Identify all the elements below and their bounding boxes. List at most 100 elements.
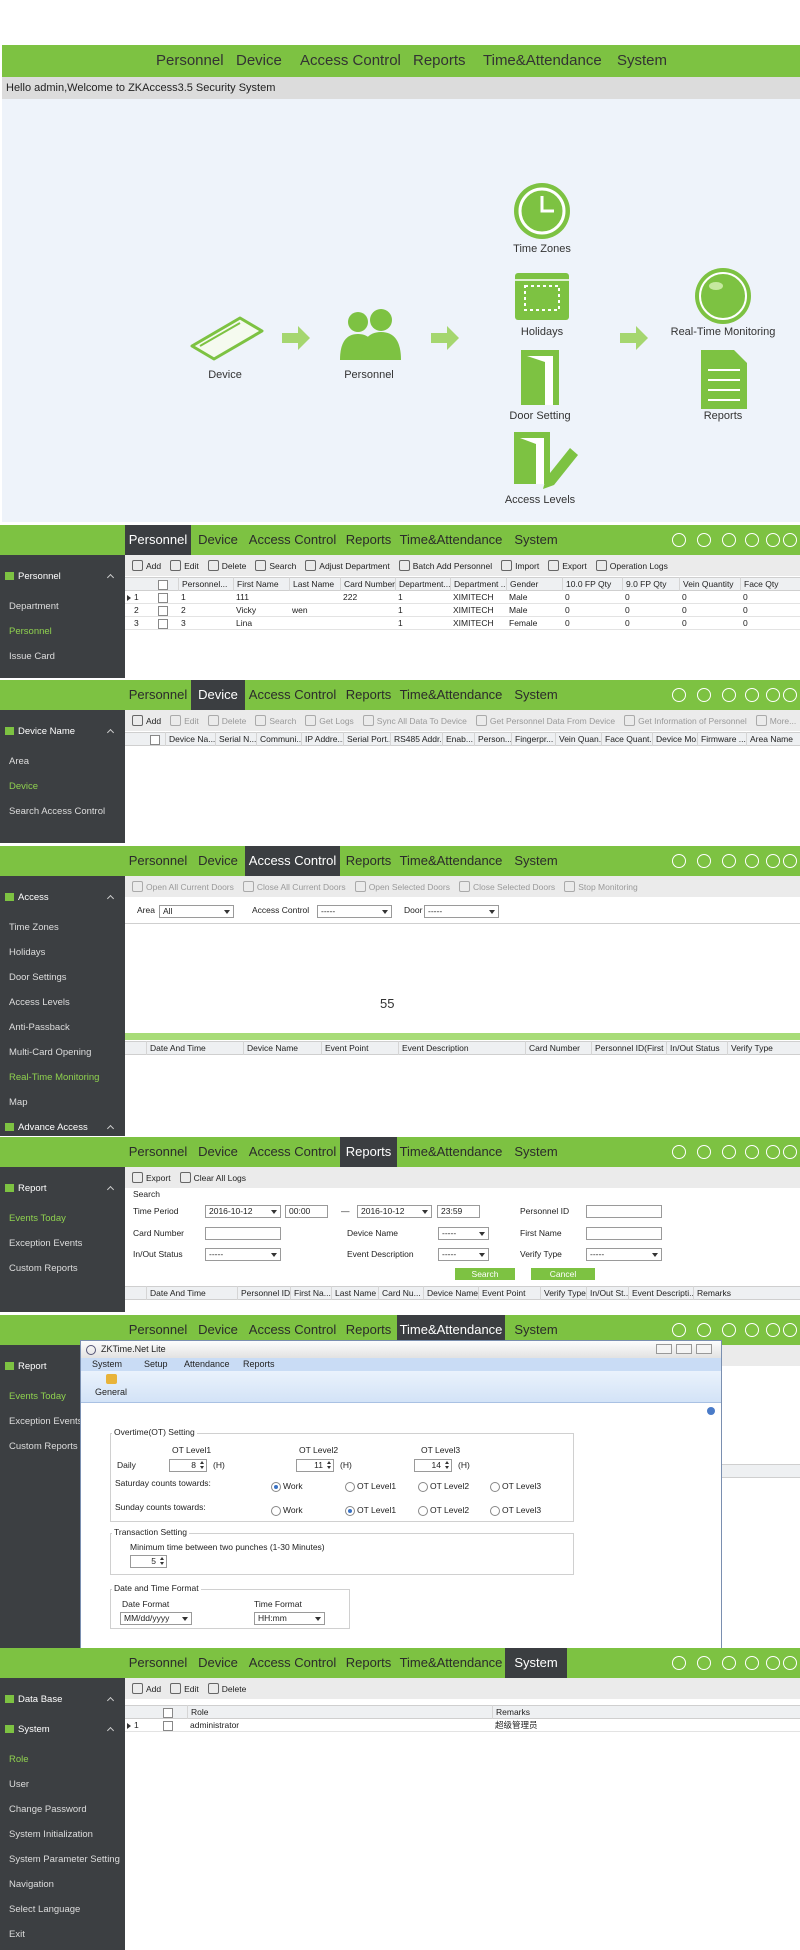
column-header[interactable]: 9.0 FP Qty xyxy=(622,577,679,591)
toolbar-button[interactable]: Search xyxy=(255,715,296,726)
spinner[interactable]: 5 xyxy=(130,1555,167,1568)
nav-tab[interactable]: Reports xyxy=(340,1137,397,1167)
window-icon[interactable] xyxy=(672,1323,686,1337)
column-header[interactable]: Person... xyxy=(474,732,511,746)
window-icon[interactable] xyxy=(766,1323,780,1337)
sidebar-item[interactable]: Select Language xyxy=(9,1904,81,1915)
table-row[interactable] xyxy=(125,617,800,630)
nav-tab[interactable]: Device xyxy=(198,1144,238,1159)
menu-item[interactable]: Setup xyxy=(144,1359,168,1369)
nav-tab[interactable]: Personnel xyxy=(128,1144,188,1159)
checkbox[interactable] xyxy=(163,1721,173,1731)
column-header[interactable]: Card Number xyxy=(525,1041,591,1055)
window-icon[interactable] xyxy=(783,854,797,868)
radio-button[interactable] xyxy=(345,1506,355,1516)
toolbar-label[interactable]: Import xyxy=(515,560,540,571)
toolbar-button[interactable]: Close All Current Doors xyxy=(242,881,346,892)
sidebar-item[interactable]: Role xyxy=(9,1754,29,1765)
sidebar-item[interactable]: Multi-Card Opening xyxy=(9,1047,92,1058)
nav-tab[interactable]: Personnel xyxy=(125,525,191,555)
window-icon[interactable] xyxy=(697,1323,711,1337)
toolbar-button[interactable]: Adjust Department xyxy=(305,560,390,571)
nav-tab[interactable]: Time&Attendance xyxy=(399,532,503,547)
column-header[interactable]: Role xyxy=(187,1705,492,1719)
filter-select[interactable]: All xyxy=(159,905,234,918)
nav-tab[interactable]: Time&Attendance xyxy=(399,1144,503,1159)
toolbar-button[interactable]: Close Selected Doors xyxy=(458,881,555,892)
nav-tab[interactable]: Reports xyxy=(345,853,392,868)
toolbar-label[interactable]: Open Selected Doors xyxy=(368,881,450,892)
toolbar-label[interactable]: Export xyxy=(562,560,587,571)
toolbar-label[interactable]: Delete xyxy=(221,1683,247,1694)
checkbox[interactable] xyxy=(158,606,168,616)
sidebar-item[interactable]: Search Access Control xyxy=(9,806,106,817)
column-header[interactable]: Device Na... xyxy=(165,732,215,746)
toolbar-button[interactable]: Add xyxy=(132,1683,161,1694)
column-header[interactable]: Last Name xyxy=(331,1286,378,1300)
window-button[interactable] xyxy=(696,1344,712,1354)
nav-tab[interactable]: Access Control xyxy=(245,846,340,876)
toolbar-button[interactable]: Edit xyxy=(170,1683,199,1694)
column-header[interactable]: Device Name xyxy=(423,1286,478,1300)
window-icon[interactable] xyxy=(783,1323,797,1337)
form-input[interactable]: ----- xyxy=(205,1248,281,1261)
nav-tab[interactable]: System xyxy=(514,1144,558,1159)
column-header[interactable]: Gender xyxy=(506,577,562,591)
nav-tab[interactable]: Personnel xyxy=(128,1322,188,1337)
filter-select[interactable]: ----- xyxy=(317,905,392,918)
window-icon[interactable] xyxy=(745,854,759,868)
nav-tab[interactable]: Time&Attendance xyxy=(399,853,503,868)
nav-tab[interactable]: Time&Attendance xyxy=(399,687,503,702)
nav-tab[interactable]: Reports xyxy=(413,52,466,69)
time-input[interactable]: 23:59 xyxy=(437,1205,480,1218)
toolbar-label[interactable]: Search xyxy=(269,560,297,571)
sidebar-item[interactable]: Custom Reports xyxy=(9,1263,78,1274)
toolbar-label[interactable]: Delete xyxy=(221,560,247,571)
column-header[interactable]: Serial Port... xyxy=(343,732,390,746)
column-header[interactable]: Firmware ... xyxy=(697,732,746,746)
column-header[interactable]: Remarks xyxy=(492,1705,800,1719)
sidebar-item[interactable]: Events Today xyxy=(9,1213,66,1224)
radio-label[interactable]: OT Level3 xyxy=(502,1505,542,1515)
spinner[interactable]: 11 xyxy=(296,1459,334,1472)
sidebar-item[interactable]: User xyxy=(9,1779,30,1790)
radio-button[interactable] xyxy=(345,1482,355,1492)
flow-label[interactable]: Real-Time Monitoring xyxy=(670,326,776,338)
sidebar-item[interactable]: System Initialization xyxy=(9,1829,93,1840)
sidebar-item[interactable]: Device xyxy=(9,781,39,792)
toolbar-label[interactable]: Delete xyxy=(221,715,247,726)
nav-tab[interactable]: Personnel xyxy=(128,1655,188,1670)
column-header[interactable]: Department ... xyxy=(450,577,506,591)
window-icon[interactable] xyxy=(697,1145,711,1159)
help-icon[interactable] xyxy=(707,1407,715,1415)
nav-tab[interactable]: Device xyxy=(198,1322,238,1337)
toolbar-label[interactable]: Get Personnel Data From Device xyxy=(489,715,616,726)
radio-button[interactable] xyxy=(418,1506,428,1516)
nav-tab[interactable]: Access Control xyxy=(248,1655,337,1670)
sidebar-item[interactable]: Door Settings xyxy=(9,972,67,983)
column-header[interactable]: Card Number xyxy=(340,577,395,591)
menu-item[interactable]: Reports xyxy=(243,1359,275,1369)
nav-tab[interactable]: Reports xyxy=(345,1655,392,1670)
time-input[interactable]: 00:00 xyxy=(285,1205,328,1218)
window-icon[interactable] xyxy=(722,1145,736,1159)
toolbar-button[interactable]: Stop Monitoring xyxy=(564,881,638,892)
toolbar-button[interactable]: Add xyxy=(132,715,161,726)
radio-button[interactable] xyxy=(490,1506,500,1516)
radio-label[interactable]: OT Level2 xyxy=(430,1481,470,1491)
flow-label[interactable]: Access Levels xyxy=(504,494,576,506)
window-icon[interactable] xyxy=(766,533,780,547)
radio-label[interactable]: Work xyxy=(283,1505,303,1515)
nav-tab[interactable]: System xyxy=(514,532,558,547)
toolbar-button[interactable]: More... xyxy=(755,715,796,726)
column-header[interactable]: Personnel ID xyxy=(237,1286,290,1300)
toolbar-label[interactable]: Batch Add Personnel xyxy=(412,560,493,571)
toolbar-label[interactable]: Edit xyxy=(184,715,199,726)
nav-tab[interactable]: System xyxy=(514,687,558,702)
form-input[interactable]: ----- xyxy=(586,1248,662,1261)
window-icon[interactable] xyxy=(766,854,780,868)
toolbar-button[interactable]: Get Personnel Data From Device xyxy=(475,715,616,726)
sidebar-item[interactable]: Area xyxy=(9,756,30,767)
sidebar-group[interactable]: Access xyxy=(18,892,49,903)
column-header[interactable]: Last Name xyxy=(289,577,340,591)
